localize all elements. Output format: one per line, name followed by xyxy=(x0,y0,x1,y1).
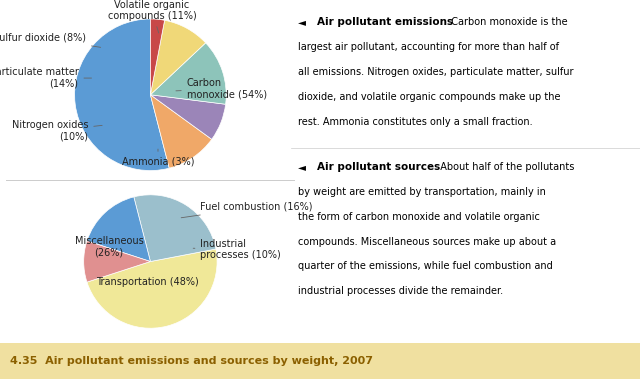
Wedge shape xyxy=(150,19,164,95)
Text: Air pollutant sources: Air pollutant sources xyxy=(317,162,440,172)
Text: Particulate matter
(14%): Particulate matter (14%) xyxy=(0,67,92,89)
Text: ◄: ◄ xyxy=(298,17,306,27)
Wedge shape xyxy=(84,241,150,282)
Text: all emissions. Nitrogen oxides, particulate matter, sulfur: all emissions. Nitrogen oxides, particul… xyxy=(298,67,573,77)
Text: Miscellaneous
(26%): Miscellaneous (26%) xyxy=(75,236,143,258)
Text: ◄: ◄ xyxy=(298,162,306,172)
Text: Nitrogen oxides
(10%): Nitrogen oxides (10%) xyxy=(12,121,102,142)
Text: dioxide, and volatile organic compounds make up the: dioxide, and volatile organic compounds … xyxy=(298,92,561,102)
Text: 4.35  Air pollutant emissions and sources by weight, 2007: 4.35 Air pollutant emissions and sources… xyxy=(10,356,372,366)
Wedge shape xyxy=(87,197,150,262)
FancyBboxPatch shape xyxy=(0,343,640,379)
Text: industrial processes divide the remainder.: industrial processes divide the remainde… xyxy=(298,286,503,296)
Text: Transportation (48%): Transportation (48%) xyxy=(96,277,198,287)
Wedge shape xyxy=(150,43,226,104)
Text: the form of carbon monoxide and volatile organic: the form of carbon monoxide and volatile… xyxy=(298,212,540,222)
Text: by weight are emitted by transportation, mainly in: by weight are emitted by transportation,… xyxy=(298,187,546,197)
Text: Sulfur dioxide (8%): Sulfur dioxide (8%) xyxy=(0,33,100,47)
Text: rest. Ammonia constitutes only a small fraction.: rest. Ammonia constitutes only a small f… xyxy=(298,117,533,127)
Wedge shape xyxy=(150,95,212,168)
Wedge shape xyxy=(150,95,226,139)
Wedge shape xyxy=(75,19,169,171)
Text: Fuel combustion (16%): Fuel combustion (16%) xyxy=(181,202,313,218)
Text: Ammonia (3%): Ammonia (3%) xyxy=(122,149,194,167)
Text: Carbon
monoxide (54%): Carbon monoxide (54%) xyxy=(176,78,267,99)
Wedge shape xyxy=(150,20,205,95)
Text: compounds. Miscellaneous sources make up about a: compounds. Miscellaneous sources make up… xyxy=(298,236,556,247)
Text: About half of the pollutants: About half of the pollutants xyxy=(434,162,575,172)
Text: largest air pollutant, accounting for more than half of: largest air pollutant, accounting for mo… xyxy=(298,42,559,52)
Wedge shape xyxy=(134,195,216,262)
Text: Carbon monoxide is the: Carbon monoxide is the xyxy=(445,17,567,27)
Text: Air pollutant emissions: Air pollutant emissions xyxy=(317,17,454,27)
Text: Volatile organic
compounds (11%): Volatile organic compounds (11%) xyxy=(108,0,196,33)
Text: quarter of the emissions, while fuel combustion and: quarter of the emissions, while fuel com… xyxy=(298,262,553,271)
Wedge shape xyxy=(87,249,217,328)
Text: Industrial
processes (10%): Industrial processes (10%) xyxy=(193,239,281,260)
